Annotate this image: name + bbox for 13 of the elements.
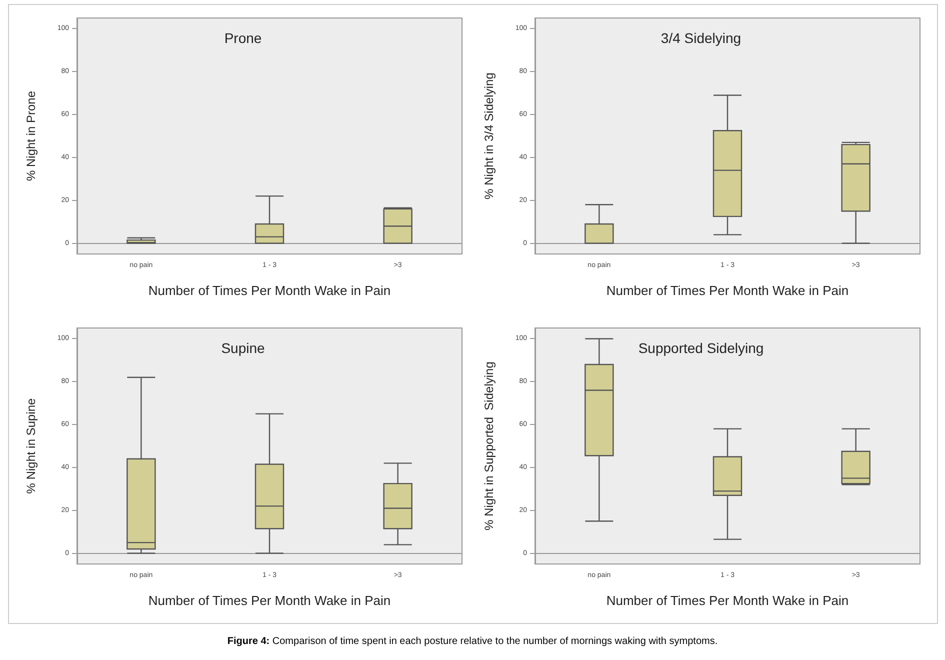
text: Supported Sidelying: [638, 340, 764, 356]
y-axis-title: % Night in Supine: [24, 398, 38, 494]
text: 3/4 Sidelying: [660, 30, 742, 46]
text: Prone: [224, 30, 262, 46]
caption: Figure 4: Comparison of time spent in each posture relative to the number of mornings waking with symptoms.: [226, 636, 719, 647]
x-axis-title: Number of Times Per Month Wake in Pain: [148, 283, 391, 298]
y-axis-title: % Night in Supported Sidelying: [482, 362, 496, 530]
x-axis-title: Number of Times Per Month Wake in Pain: [606, 593, 849, 608]
text: Supine: [221, 340, 266, 356]
y-axis-title: % Night in 3/4 Sidelying: [482, 72, 496, 200]
x-axis-title: Number of Times Per Month Wake in Pain: [148, 593, 391, 608]
y-axis-title: % Night in Prone: [24, 90, 38, 182]
x-axis-title: Number of Times Per Month Wake in Pain: [606, 283, 849, 298]
